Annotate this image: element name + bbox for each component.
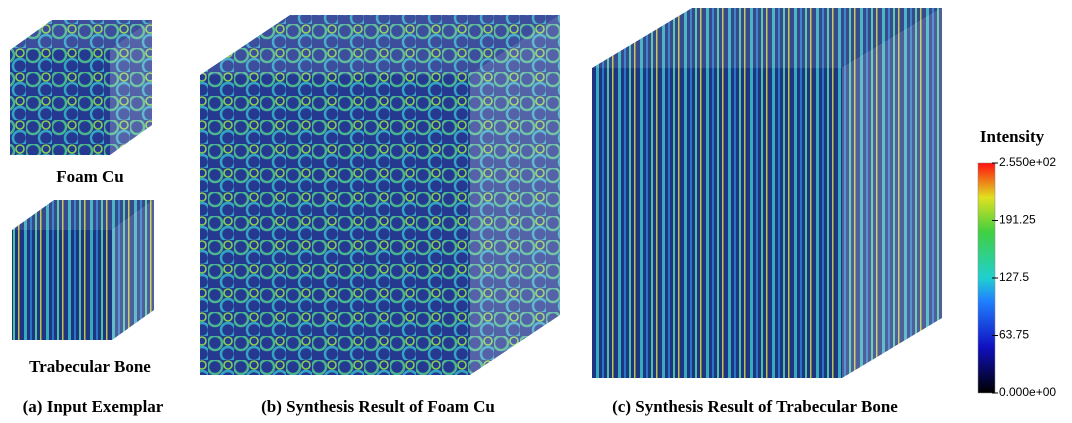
cube-side: [842, 8, 942, 378]
cube-front: [592, 68, 842, 378]
panel-caption: (c) Synthesis Result of Trabecular Bone: [612, 397, 898, 416]
tick-label: 191.25: [999, 213, 1036, 227]
cube-front: [12, 230, 112, 340]
tick-label: 127.5: [999, 270, 1029, 284]
cube-front: [200, 75, 470, 375]
cube: [12, 200, 154, 340]
cube: [200, 15, 560, 375]
panel-label: Trabecular Bone: [29, 357, 151, 376]
colorbar-ticks: 2.550e+02 191.25 127.5 63.75 0.000e+00: [992, 155, 1056, 399]
cube-front: [10, 50, 110, 155]
cube-side: [470, 15, 560, 375]
cube: [592, 8, 942, 378]
tick-label: 2.550e+02: [999, 155, 1056, 169]
colorbar-title: Intensity: [980, 127, 1045, 146]
panel-caption: (a) Input Exemplar: [23, 397, 164, 416]
cube: [10, 20, 152, 155]
panel-label: Foam Cu: [56, 167, 124, 186]
volume-renderings: [10, 8, 942, 378]
panel-caption: (b) Synthesis Result of Foam Cu: [261, 397, 495, 416]
tick-label: 0.000e+00: [999, 385, 1056, 399]
tick-label: 63.75: [999, 328, 1029, 342]
figure: Foam Cu Trabecular Bone (a) Input Exempl…: [0, 0, 1072, 423]
